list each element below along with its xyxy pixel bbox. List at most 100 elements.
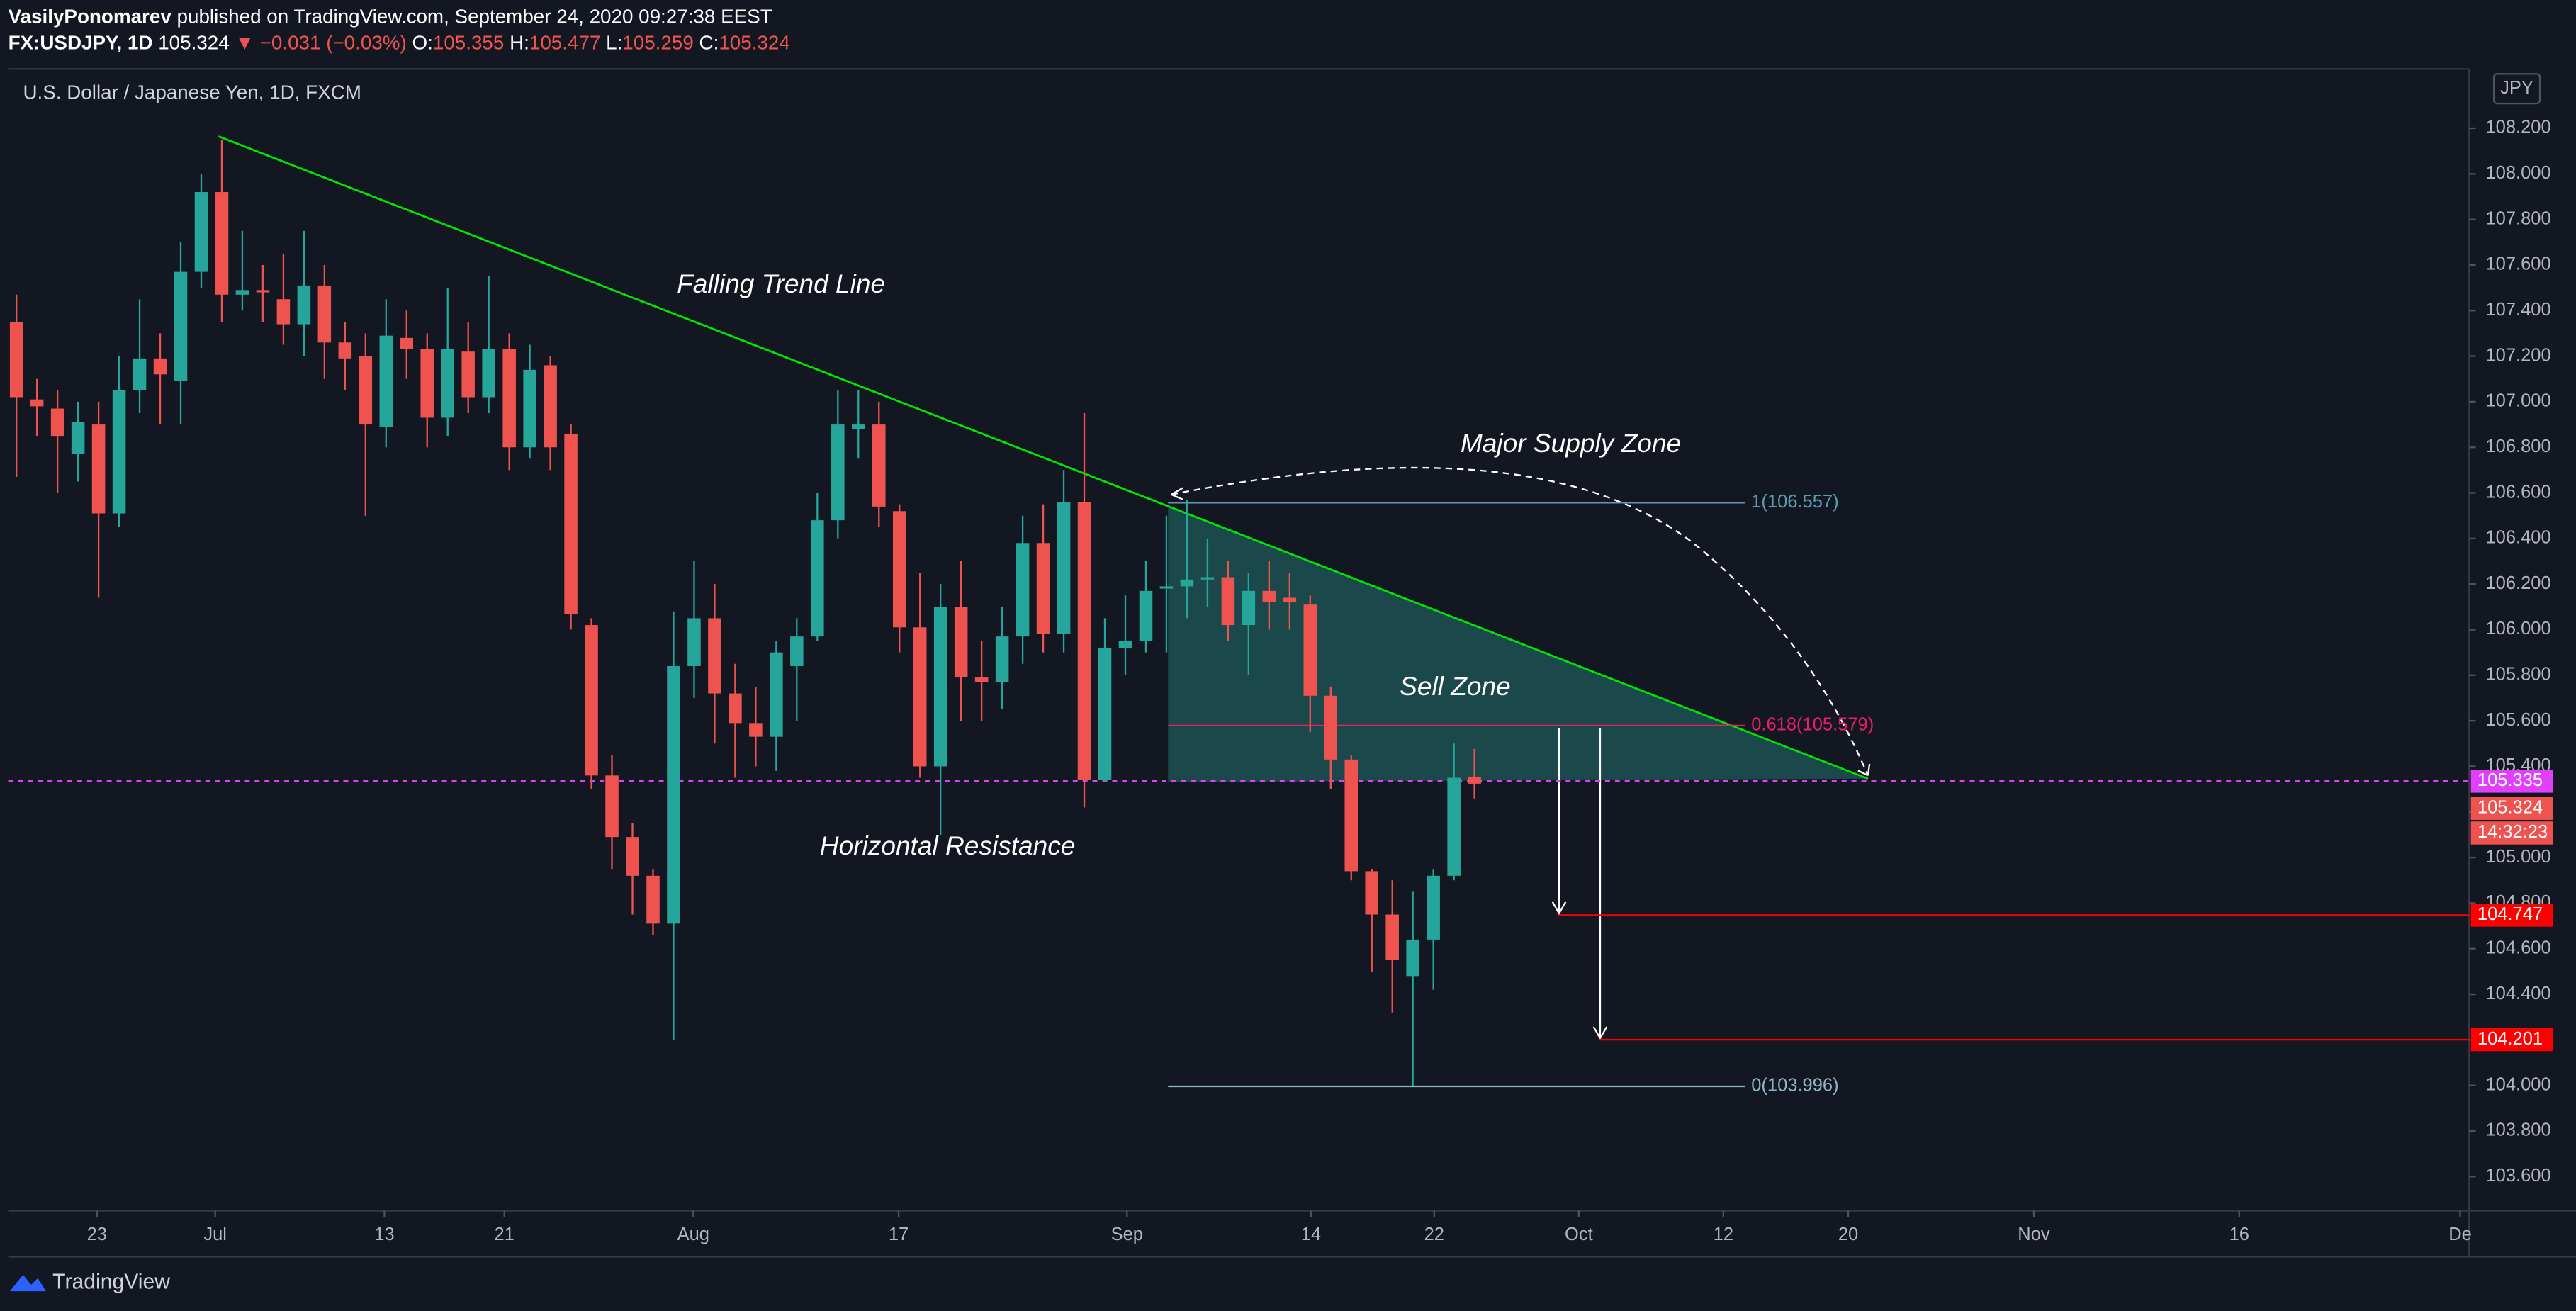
x-tick-label: 22 xyxy=(1424,1225,1444,1244)
candle-body xyxy=(1385,914,1399,960)
candle-body xyxy=(872,424,886,507)
brand-name: TradingView xyxy=(52,1271,170,1294)
y-tick-label: 104.600 xyxy=(2485,938,2550,957)
countdown-badge xyxy=(2470,821,2553,845)
candle-body xyxy=(954,607,968,678)
price-badge-label: 104.201 xyxy=(2477,1029,2543,1049)
candle-body xyxy=(30,399,44,407)
candle-body xyxy=(1283,597,1297,602)
x-tick-label: 23 xyxy=(87,1225,107,1244)
currency: JPY xyxy=(2500,78,2533,98)
price-badge xyxy=(2470,1028,2553,1052)
arrow-head xyxy=(1551,901,1567,916)
l-label: L: xyxy=(606,32,622,54)
candle-body xyxy=(544,365,557,448)
candle-body xyxy=(1159,586,1174,589)
candle-body xyxy=(91,424,106,514)
candle-body xyxy=(256,290,270,293)
candle-body xyxy=(564,433,578,614)
o-value: 105.355 xyxy=(433,32,504,54)
candle-body xyxy=(1221,577,1235,626)
y-tick-label: 103.800 xyxy=(2485,1120,2550,1140)
candle-body xyxy=(852,424,865,429)
y-tick-label: 104.400 xyxy=(2485,984,2550,1003)
candle-body xyxy=(605,775,619,838)
candle-body xyxy=(1406,939,1419,977)
candle-body xyxy=(317,285,332,343)
y-tick-label: 106.600 xyxy=(2485,482,2550,502)
y-tick-label: 107.000 xyxy=(2485,391,2550,411)
candle-body xyxy=(1118,641,1132,648)
candle-body xyxy=(461,351,475,398)
candle-body xyxy=(933,607,947,767)
publisher: VasilyPonomarev xyxy=(9,6,172,28)
y-tick-label: 106.800 xyxy=(2485,437,2550,456)
candle-body xyxy=(400,337,414,349)
change: ▼ −0.031 (−0.03%) xyxy=(235,32,406,54)
candle-body xyxy=(1303,604,1317,696)
x-tick-label: 16 xyxy=(2229,1225,2249,1244)
candle-body xyxy=(1365,871,1379,915)
published: published on TradingView.com, September … xyxy=(177,6,772,28)
candle-body xyxy=(235,290,249,295)
candle-body xyxy=(1077,502,1091,780)
candle-body xyxy=(995,636,1009,682)
candle-body xyxy=(50,408,64,437)
candle-body xyxy=(646,875,660,924)
supply-arc xyxy=(1171,466,1869,776)
candle-body xyxy=(1200,577,1215,580)
candle-body xyxy=(420,349,434,418)
candle-body xyxy=(379,335,393,427)
candle-body xyxy=(1344,759,1359,872)
candle-body xyxy=(1447,777,1461,876)
candle-body xyxy=(441,349,454,418)
candle-body xyxy=(892,511,906,628)
x-tick-label: Aug xyxy=(677,1225,709,1244)
symbol: FX:USDJPY, 1D xyxy=(9,32,153,54)
candle-body xyxy=(1016,543,1030,637)
countdown: 14:32:23 xyxy=(2477,822,2548,842)
candle-body xyxy=(1139,590,1153,641)
quote: FX:USDJPY, 1D 105.324 ▼ −0.031 (−0.03%) … xyxy=(9,32,790,54)
y-tick-label: 103.600 xyxy=(2485,1166,2550,1186)
candle-body xyxy=(1242,590,1256,626)
x-tick-label: Sep xyxy=(1111,1225,1143,1244)
candle-body xyxy=(153,358,167,375)
x-tick-label: Oct xyxy=(1565,1225,1593,1244)
candle-body xyxy=(174,271,188,381)
annotation: Horizontal Resistance xyxy=(820,831,1076,860)
x-tick-label: 20 xyxy=(1838,1225,1858,1244)
candle-body xyxy=(687,618,701,666)
y-tick-label: 107.400 xyxy=(2485,300,2550,320)
y-tick-label: 104.000 xyxy=(2485,1074,2550,1094)
y-tick-label: 107.200 xyxy=(2485,345,2550,365)
x-tick-label: 21 xyxy=(495,1225,514,1244)
annotation: Falling Trend Line xyxy=(677,269,885,298)
y-tick-label: 108.000 xyxy=(2485,163,2550,183)
h-value: 105.477 xyxy=(529,32,600,54)
c-value: 105.324 xyxy=(719,32,789,54)
price-badge xyxy=(2470,770,2553,793)
candle-body xyxy=(708,618,721,694)
candle-body xyxy=(729,693,742,724)
candle-body xyxy=(1262,590,1276,602)
candle-body xyxy=(276,299,291,325)
y-tick-label: 105.000 xyxy=(2485,847,2550,867)
candle-body xyxy=(831,424,845,521)
candle-body xyxy=(585,625,598,776)
candle-body xyxy=(749,723,763,737)
candle-body xyxy=(215,192,229,295)
candle-body xyxy=(1324,695,1338,760)
y-tick-label: 105.600 xyxy=(2485,710,2550,730)
y-tick-label: 106.200 xyxy=(2485,573,2550,593)
price-badge-label: 104.747 xyxy=(2477,904,2543,924)
price-badge xyxy=(2470,904,2553,927)
c-label: C: xyxy=(699,32,719,54)
last: 105.324 xyxy=(158,32,229,54)
candle-body xyxy=(1468,776,1481,784)
candle-body xyxy=(1180,579,1194,587)
currency-badge xyxy=(2492,73,2541,105)
x-tick-label: Nov xyxy=(2018,1225,2050,1244)
y-tick-label: 105.800 xyxy=(2485,665,2550,685)
arrow-head xyxy=(1171,487,1871,777)
